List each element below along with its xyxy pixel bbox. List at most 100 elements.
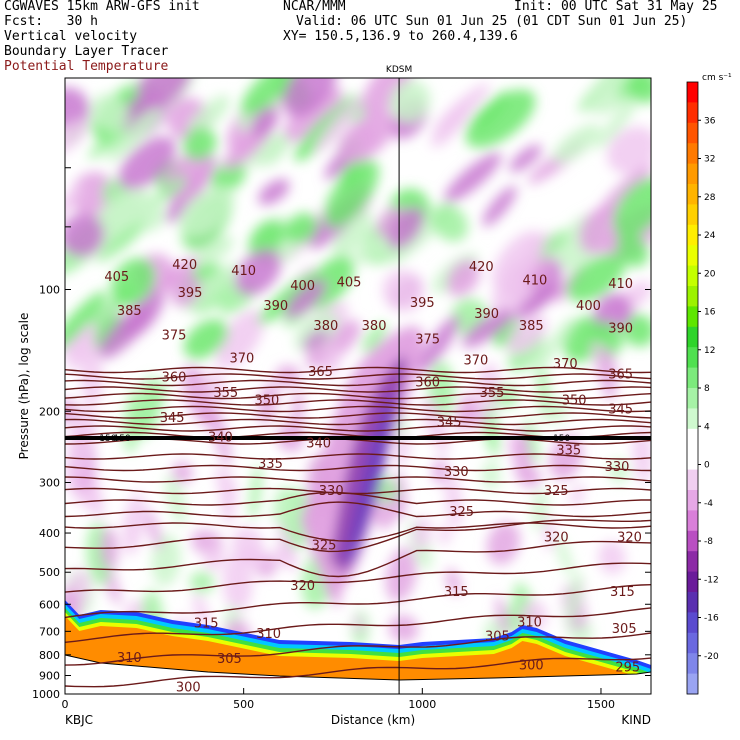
- colorbar-segment: [687, 204, 698, 226]
- w-blob: [222, 127, 270, 170]
- terrain-and-boundary-layer: [65, 600, 651, 694]
- theta-label: 355: [480, 386, 505, 401]
- colorbar-segment: [687, 306, 698, 328]
- theta-label: 310: [517, 615, 542, 630]
- w-blob: [594, 98, 639, 150]
- theta-label: 315: [610, 585, 635, 600]
- theta-contour: [65, 487, 651, 495]
- theta-label: 410: [231, 264, 256, 279]
- theta-label: 345: [160, 411, 185, 426]
- theta-label: 330: [605, 460, 630, 475]
- w-blob: [612, 177, 651, 239]
- colorbar-segment: [687, 449, 698, 471]
- theta-label: 385: [519, 319, 544, 334]
- theta-contour: [65, 519, 651, 553]
- w-blob: [495, 596, 510, 637]
- theta-contour: [65, 418, 651, 426]
- w-blob: [215, 466, 238, 506]
- header-field-potential-temperature: Potential Temperature: [4, 59, 169, 74]
- theta-label: 325: [312, 539, 337, 554]
- theta-contour: [65, 373, 651, 380]
- w-blob: [514, 283, 560, 320]
- w-blob: [332, 210, 373, 259]
- colorbar-segment: [687, 143, 698, 165]
- theta-label: 390: [263, 299, 288, 314]
- plot-frame: KDSM: [64, 65, 652, 695]
- w-blob: [258, 270, 322, 324]
- left-endpoint-label: KBJC: [65, 713, 93, 727]
- theta-label: 400: [290, 279, 315, 294]
- w-blob: [281, 87, 343, 144]
- w-blob: [556, 537, 574, 576]
- colorbar-segment: [687, 571, 698, 593]
- y-tick-label: 300: [39, 476, 60, 489]
- colorbar-segment: [687, 530, 698, 552]
- colorbar-segment: [687, 347, 698, 369]
- colorbar-label: 4: [704, 422, 710, 432]
- w-blob: [84, 479, 105, 519]
- theta-contour: [65, 386, 651, 393]
- theta-label: 300: [176, 681, 201, 696]
- theta-label: 395: [410, 296, 435, 311]
- w-blob: [337, 111, 396, 163]
- below-ground: [65, 655, 651, 694]
- colorbar-segment: [687, 408, 698, 430]
- colorbar-segment: [687, 551, 698, 573]
- colorbar-segment: [687, 102, 698, 124]
- w-blob: [393, 471, 407, 518]
- theta-label: 320: [544, 530, 569, 545]
- theta-label: 405: [104, 270, 129, 285]
- w-blob: [262, 135, 290, 166]
- theta-label: 390: [608, 322, 633, 337]
- theta-contour: [65, 540, 651, 578]
- w-blob: [389, 80, 431, 123]
- header-fcst: Fcst: 30 h: [4, 14, 98, 29]
- w-blob: [313, 96, 363, 154]
- colorbar-label: 16: [704, 308, 716, 318]
- theta-label: 380: [362, 319, 387, 334]
- w-blob: [593, 293, 633, 333]
- w-blob: [482, 186, 517, 227]
- theta-contour: [65, 501, 651, 518]
- theta-label: 365: [608, 367, 633, 382]
- colorbar-segment: [687, 122, 698, 144]
- w-blob: [445, 568, 462, 596]
- bl-top-label: 150: [553, 434, 570, 444]
- theta-label: 335: [556, 443, 581, 458]
- w-blob: [598, 541, 626, 575]
- w-blob: [183, 319, 229, 360]
- theta-label: 330: [319, 484, 344, 499]
- w-blob: [153, 177, 187, 204]
- theta-contour: [65, 379, 651, 387]
- w-blob: [283, 78, 338, 118]
- theta-label: 420: [469, 260, 494, 275]
- theta-label: 365: [308, 365, 333, 380]
- colorbar-segment: [687, 82, 698, 103]
- w-blob: [543, 516, 555, 552]
- theta-contour: [65, 522, 651, 542]
- colorbar-label: 8: [704, 384, 710, 394]
- theta-label: 345: [437, 415, 462, 430]
- y-axis-title: Pressure (hPa), log scale: [17, 313, 31, 460]
- theta-label: 305: [485, 629, 510, 644]
- w-blob: [122, 492, 146, 556]
- colorbar-label: -4: [704, 499, 713, 509]
- y-tick-label: 1000: [32, 688, 60, 701]
- w-blob: [566, 253, 626, 302]
- header-xy: XY= 150.5,136.9 to 260.4,139.6: [283, 29, 518, 44]
- w-blob: [204, 543, 225, 571]
- bl-top-label: 150: [114, 434, 131, 444]
- theta-label: 370: [464, 354, 489, 369]
- w-blob: [257, 381, 279, 424]
- w-blob: [165, 474, 187, 525]
- w-blob: [566, 570, 582, 630]
- colorbar-segment: [687, 245, 698, 267]
- y-tick-label: 800: [39, 649, 60, 662]
- y-tick-label: 600: [39, 598, 60, 611]
- colorbar-label: 20: [704, 269, 716, 279]
- x-axis-title: Distance (km): [331, 713, 415, 727]
- theta-contour: [65, 657, 651, 688]
- w-blob: [248, 219, 285, 260]
- theta-label: 320: [290, 579, 315, 594]
- theta-contour: [65, 399, 651, 406]
